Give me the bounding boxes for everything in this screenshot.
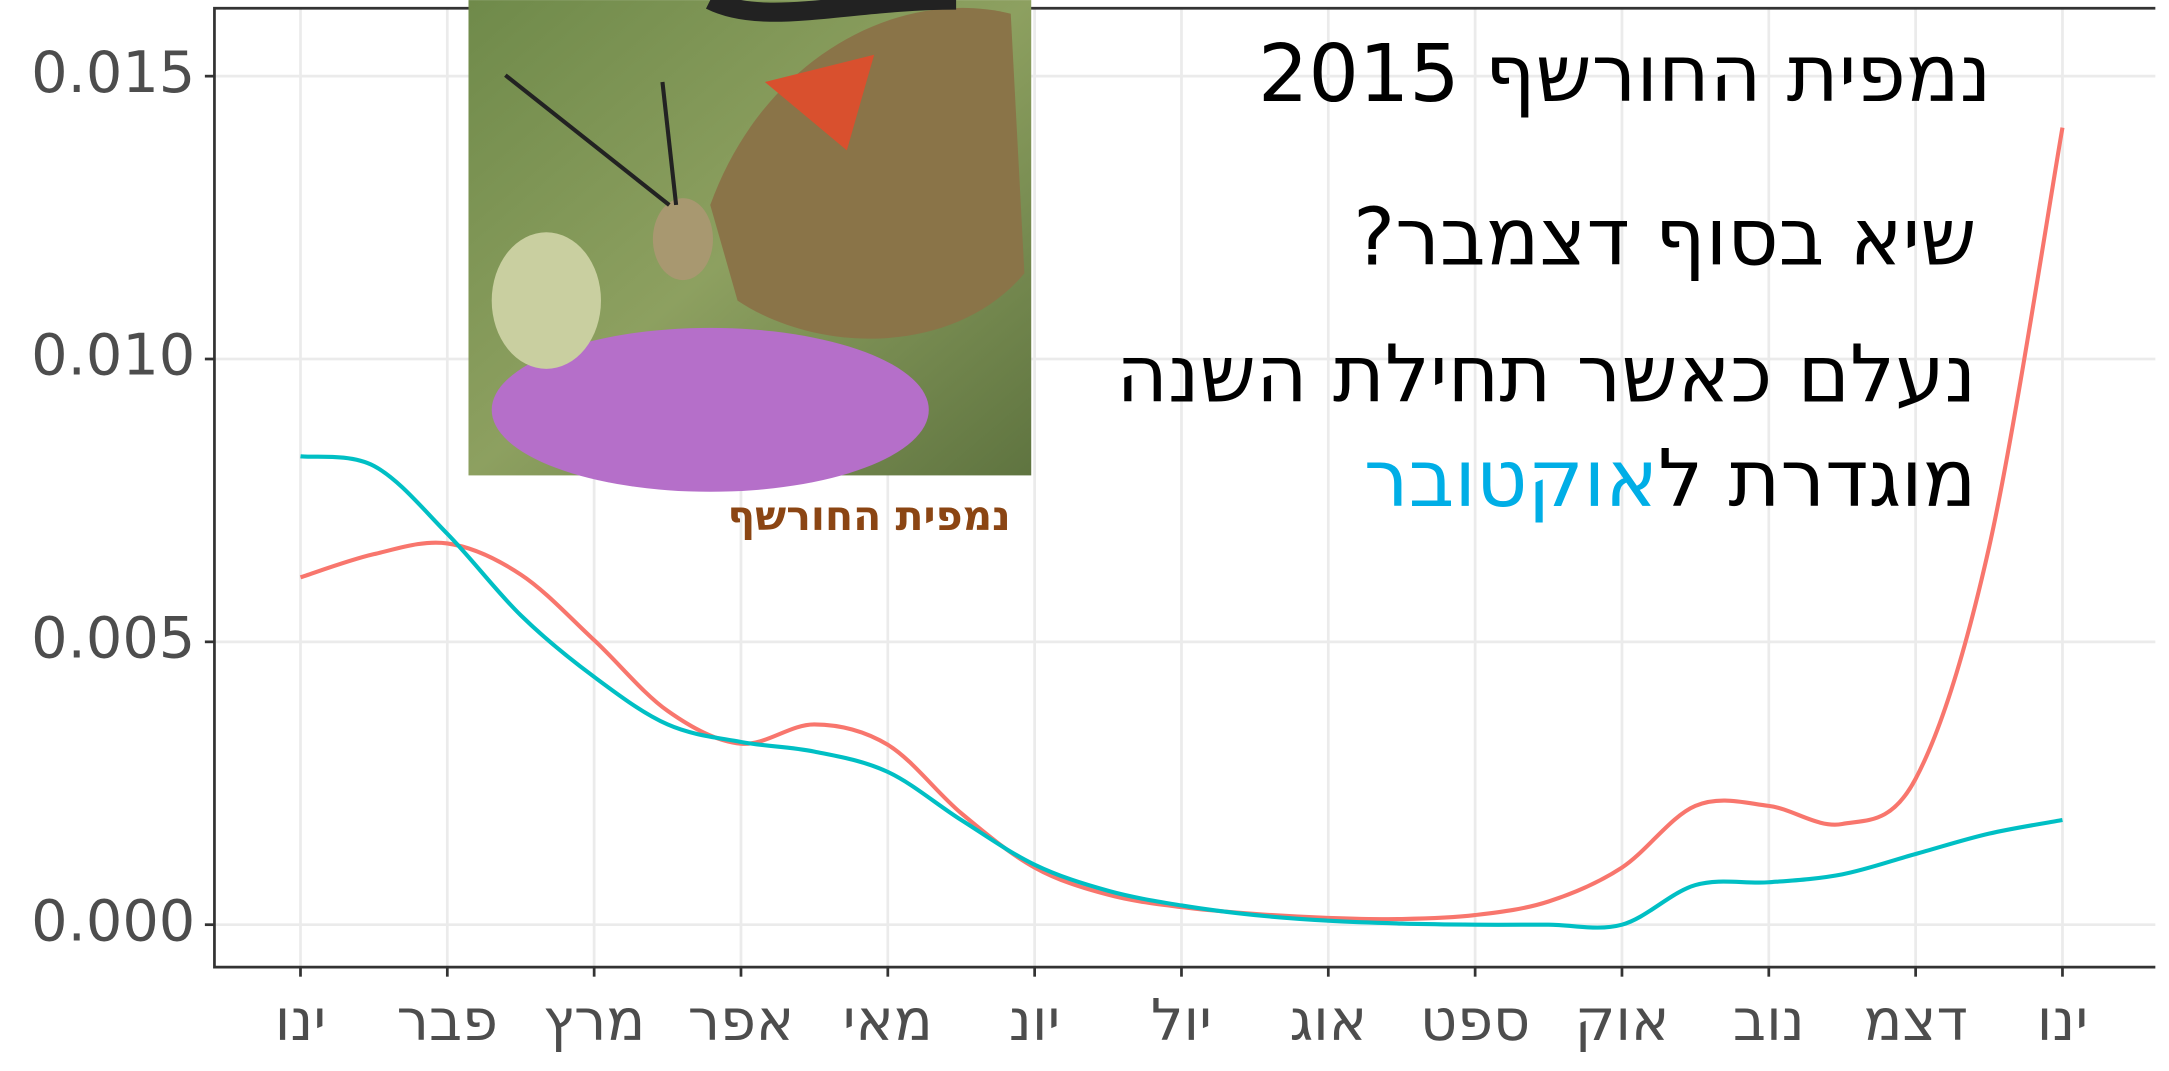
lines bbox=[299, 127, 2065, 930]
annotation: מוגדרת לאוקטובר bbox=[1364, 432, 1976, 525]
x-tick-label: ספט bbox=[1420, 987, 1530, 1054]
photo-caption: נמפית החורשף bbox=[728, 492, 1011, 540]
annotation-part: מוגדרת ל bbox=[1658, 432, 1976, 525]
x-tick-label: אוג bbox=[1290, 987, 1368, 1054]
antenna bbox=[660, 81, 679, 206]
x-tick-label: אפר bbox=[688, 987, 795, 1054]
antenna bbox=[504, 73, 671, 207]
annotation: נעלם כאשר תחילת השנה bbox=[1116, 327, 1976, 420]
wing-spot bbox=[764, 54, 875, 151]
wing-edge bbox=[705, 0, 957, 22]
y-tick-label: 0.010 bbox=[31, 322, 195, 389]
y-tick-label: 0.005 bbox=[31, 604, 195, 671]
x-tick-label: ינו bbox=[2037, 987, 2088, 1054]
x-tick-label: יונ bbox=[1009, 987, 1060, 1054]
y-tick-label: 0.000 bbox=[31, 887, 195, 954]
x-tick-label: אוק bbox=[1575, 987, 1670, 1054]
series-line bbox=[300, 454, 2063, 930]
thistle-flower bbox=[491, 327, 929, 492]
annotation: שיא בסוף דצמבר? bbox=[1353, 191, 1976, 284]
x-tick-label: מרץ bbox=[543, 987, 645, 1054]
photo bbox=[468, 0, 1032, 492]
panel-border bbox=[213, 6, 2156, 969]
x-tick-label: יול bbox=[1151, 987, 1212, 1054]
x-tick-label: נוב bbox=[1733, 987, 1805, 1054]
annotation-highlight: אוקטובר bbox=[1364, 432, 1658, 525]
flower-bud bbox=[491, 232, 601, 369]
butterfly-head bbox=[652, 198, 713, 281]
x-tick-label: דצמ bbox=[1863, 987, 1967, 1054]
y-tick-label: 0.015 bbox=[31, 39, 195, 106]
x-tick-label: מאי bbox=[843, 987, 933, 1054]
grid: 0.000 0.005 0.010 0.015 ינו פבר מרץ אפר מאי יונ יו… bbox=[31, 6, 2156, 1054]
chart-title: נמפית החורשף 2015 bbox=[1258, 27, 1991, 120]
x-tick-label: פבר bbox=[397, 987, 498, 1054]
x-tick-label: ינו bbox=[275, 987, 326, 1054]
